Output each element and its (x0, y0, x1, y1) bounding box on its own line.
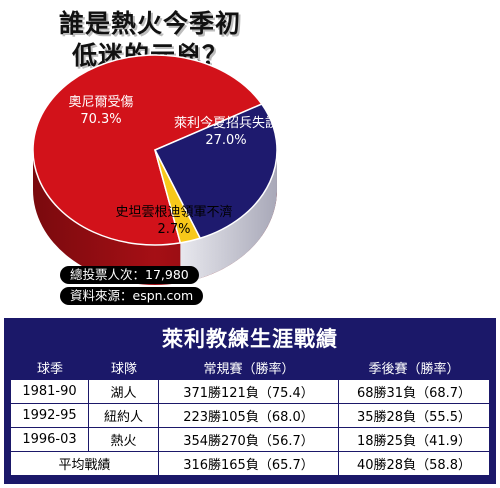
pie-slice-injury (32, 54, 263, 246)
cell-season: 1992-95 (11, 404, 89, 427)
cell-team: 熱火 (89, 428, 159, 451)
coach-record-title: 萊利教練生涯戰績 (162, 327, 338, 351)
pie-chart (32, 54, 278, 285)
cell-playoff: 68勝31負（68.7） (339, 380, 489, 403)
table-header-row: 球季 球隊 常規賽（勝率） 季後賽（勝率） (11, 356, 489, 379)
table-row: 1996-03 熱火 354勝270負（56.7） 18勝25負（41.9） (11, 428, 489, 451)
pie-slice-recruit (153, 103, 278, 240)
slice-name-injury: 奧尼爾受傷 (68, 95, 134, 110)
table-row-average: 平均戰績 316勝165負（65.7） 40勝28負（58.8） (11, 452, 489, 475)
slice-percent-recruit: 27.0% (205, 133, 247, 148)
cell-team: 湖人 (89, 380, 159, 403)
slice-name-coach: 史坦雲根迪領軍不濟 (115, 205, 233, 220)
cell-average-regular: 316勝165負（65.7） (159, 452, 339, 475)
slice-percent-coach: 2.7% (157, 222, 191, 237)
pie-slice-coach (154, 149, 202, 244)
cell-regular: 354勝270負（56.7） (159, 428, 339, 451)
slice-label-coach: 史坦雲根迪領軍不濟 2.7% (94, 204, 254, 238)
cell-average-playoff: 40勝28負（58.8） (339, 452, 489, 475)
source-badge: 資料來源：espn.com (60, 287, 204, 305)
table-row: 1981-90 湖人 371勝121負（75.4） 68勝31負（68.7） (11, 380, 489, 403)
cell-season: 1996-03 (11, 428, 89, 451)
header-team: 球隊 (89, 356, 159, 379)
cell-season: 1981-90 (11, 380, 89, 403)
coach-record-table: 球季 球隊 常規賽（勝率） 季後賽（勝率） 1981-90 湖人 371勝121… (11, 355, 489, 476)
cell-regular: 223勝105負（68.0） (159, 404, 339, 427)
header-regular-season: 常規賽（勝率） (159, 356, 339, 379)
cell-regular: 371勝121負（75.4） (159, 380, 339, 403)
poll-title-line-1: 誰是熱火今季初 (58, 9, 241, 38)
cell-team: 紐約人 (89, 404, 159, 427)
pie-slices (32, 54, 278, 285)
coach-record-panel: 萊利教練生涯戰績 球季 球隊 常規賽（勝率） 季後賽（勝率） 1981-90 湖… (4, 318, 496, 484)
slice-percent-injury: 70.3% (80, 112, 122, 127)
slice-name-recruit: 萊利今夏招兵失誤 (173, 116, 278, 131)
total-votes-badge: 總投票人次：17,980 (60, 266, 199, 284)
cell-playoff: 18勝25負（41.9） (339, 428, 489, 451)
pie-side-wall-light (180, 151, 277, 283)
slice-label-injury: 奧尼爾受傷 70.3% (46, 94, 156, 128)
table-row: 1992-95 紐約人 223勝105負（68.0） 35勝28負（55.5） (11, 404, 489, 427)
header-season: 球季 (11, 356, 89, 379)
cell-playoff: 35勝28負（55.5） (339, 404, 489, 427)
cell-average-label: 平均戰績 (11, 452, 159, 475)
slice-label-recruit: 萊利今夏招兵失誤 27.0% (156, 115, 296, 149)
header-playoffs: 季後賽（勝率） (339, 356, 489, 379)
